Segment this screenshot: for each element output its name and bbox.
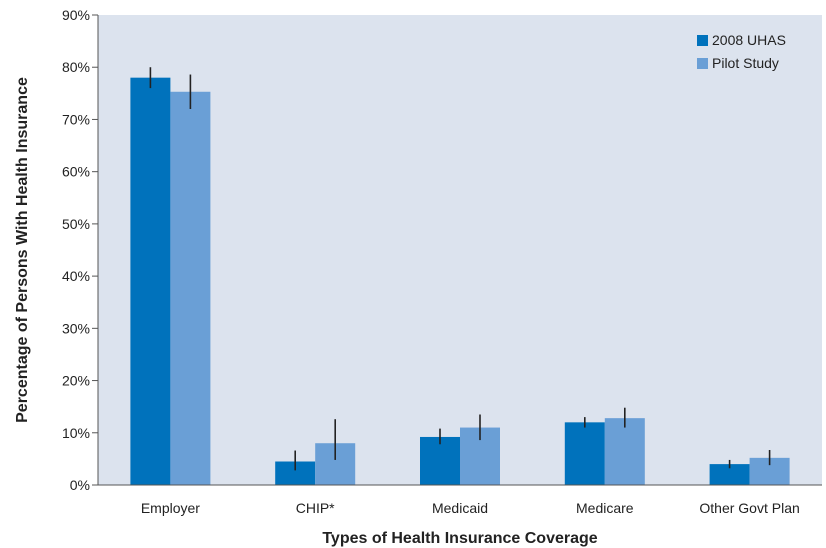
legend-label-1: Pilot Study: [712, 55, 779, 71]
y-tick-label: 50%: [62, 216, 90, 232]
legend-label-0: 2008 UHAS: [712, 32, 786, 48]
bars-group: [130, 77, 790, 486]
legend: 2008 UHAS Pilot Study: [697, 32, 786, 71]
x-axis-ticks: Employer CHIP* Medicaid Medicare Other Govt …: [141, 500, 800, 516]
y-tick-label: 80%: [62, 59, 90, 75]
bar-uhas-2008-0: [130, 77, 171, 486]
bar-uhas-2008-3: [564, 422, 605, 485]
y-tick-label: 20%: [62, 373, 90, 389]
bar-uhas-2008-2: [420, 436, 460, 485]
legend-swatch-1: [697, 58, 708, 69]
y-tick-label: 30%: [62, 320, 90, 336]
legend-swatch-0: [697, 35, 708, 46]
y-tick-label: 70%: [62, 111, 90, 127]
plot-area: [98, 15, 822, 485]
y-axis-ticks: 0% 10% 20% 30% 40% 50% 60% 70% 80% 90%: [62, 7, 98, 493]
x-tick-label: Medicaid: [432, 500, 488, 516]
y-tick-label: 40%: [62, 268, 90, 284]
x-tick-label: Other Govt Plan: [699, 500, 799, 516]
x-tick-label: Employer: [141, 500, 200, 516]
y-tick-label: 10%: [62, 425, 90, 441]
y-tick-label: 0%: [70, 477, 90, 493]
error-bars-group: [149, 67, 771, 471]
bar-pilot-study-3: [604, 418, 645, 485]
bar-uhas-2008-1: [275, 461, 316, 485]
x-tick-label: Medicare: [576, 500, 634, 516]
y-tick-label: 60%: [62, 164, 90, 180]
x-axis-title: Types of Health Insurance Coverage: [322, 530, 597, 547]
y-tick-label: 90%: [62, 7, 90, 23]
bar-pilot-study-0: [170, 91, 211, 486]
x-tick-label: CHIP*: [296, 500, 335, 516]
bar-uhas-2008-4: [709, 464, 750, 485]
y-axis-title: Percentage of Persons With Health Insura…: [14, 77, 31, 423]
